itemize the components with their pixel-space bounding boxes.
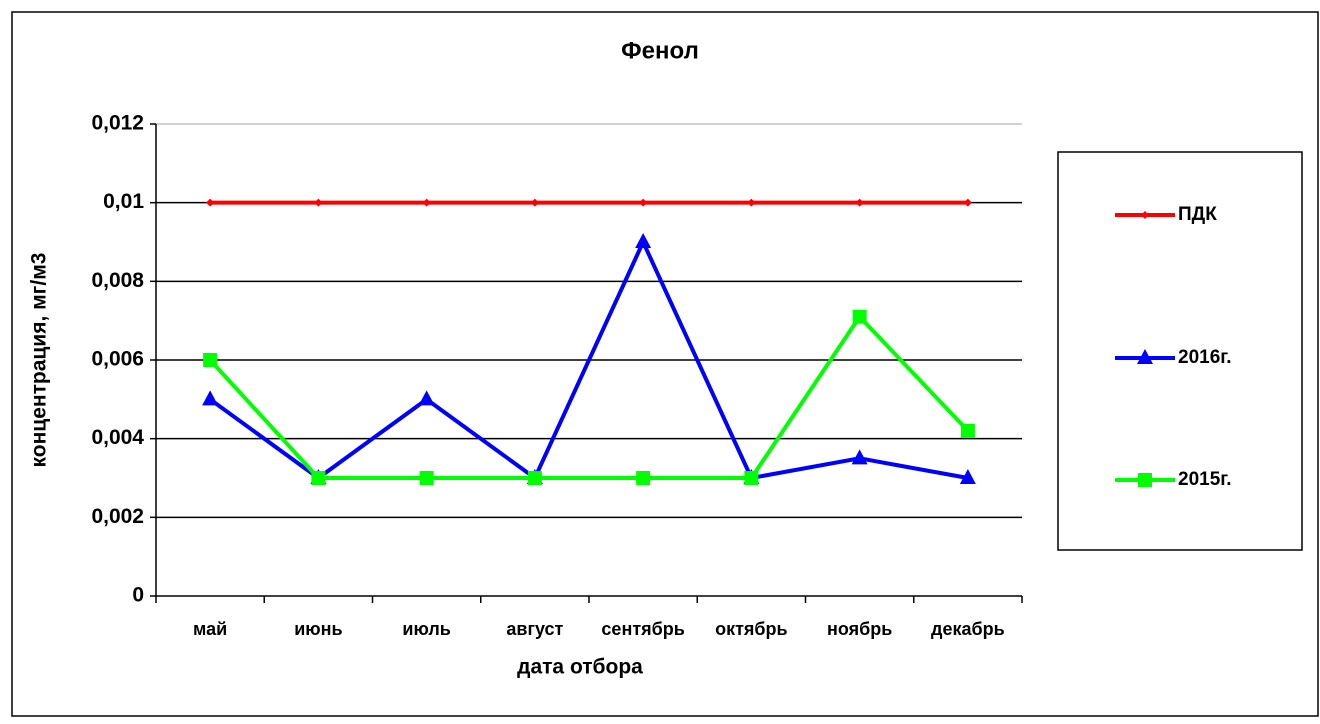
y-tick-label: 0,004	[91, 426, 144, 449]
y-tick-label: 0,006	[91, 348, 144, 371]
x-tick-label: май	[193, 619, 227, 639]
marker	[1138, 473, 1152, 487]
y-tick-label: 0	[132, 584, 144, 607]
marker	[851, 449, 868, 465]
legend-box	[1057, 151, 1303, 551]
x-tick-label: июль	[402, 619, 451, 639]
y-axis-label: концентрация, мг/м3	[28, 253, 51, 468]
x-tick-label: август	[506, 619, 563, 639]
marker	[1137, 349, 1153, 364]
marker	[959, 469, 976, 484]
marker	[635, 233, 652, 248]
marker	[960, 423, 975, 438]
series-line	[208, 313, 970, 480]
x-axis-label: дата отбора	[517, 656, 643, 679]
x-tick-label: ноябрь	[827, 619, 892, 639]
marker	[747, 198, 756, 207]
y-tick-label: 0,01	[103, 190, 144, 213]
x-tick-label: декабрь	[931, 619, 1005, 639]
x-tick-label: сентябрь	[601, 619, 684, 639]
x-tick-label: октябрь	[715, 619, 788, 639]
marker	[314, 198, 323, 207]
marker	[855, 198, 864, 207]
marker	[1141, 211, 1149, 219]
legend-label: 2015г.	[1178, 469, 1232, 490]
y-tick-label: 0,008	[91, 269, 144, 292]
marker	[202, 390, 219, 406]
marker	[636, 471, 651, 485]
marker	[639, 198, 648, 207]
chart-title: Фенол	[621, 37, 699, 64]
marker	[422, 198, 431, 207]
marker	[206, 198, 215, 207]
legend-label: 2016г.	[1178, 347, 1232, 368]
marker	[311, 471, 326, 485]
marker	[203, 353, 218, 367]
marker	[852, 309, 867, 324]
x-tick-label: июнь	[294, 619, 342, 639]
marker	[744, 471, 759, 485]
legend-label: ПДК	[1178, 204, 1217, 225]
marker	[527, 471, 542, 485]
marker	[419, 471, 434, 485]
marker	[530, 198, 539, 207]
series-line	[208, 237, 969, 482]
y-tick-label: 0,012	[91, 112, 144, 135]
marker	[418, 390, 435, 406]
y-tick-label: 0,002	[91, 505, 144, 528]
marker	[963, 198, 972, 207]
